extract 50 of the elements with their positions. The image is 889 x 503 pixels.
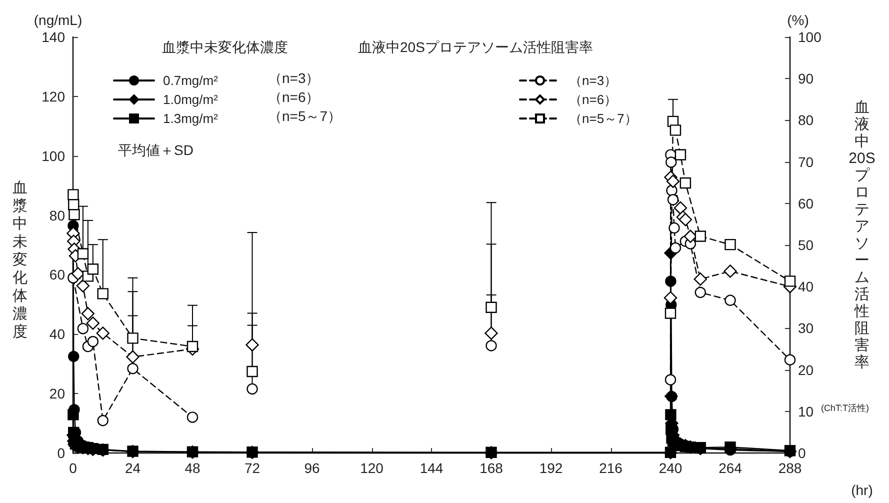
text: (ChT:T活性) bbox=[821, 403, 869, 413]
y-tick-label: 80 bbox=[49, 207, 66, 224]
x-tick-label: 264 bbox=[718, 460, 742, 476]
y-tick-label: 20 bbox=[49, 386, 66, 402]
x-tick-label: 48 bbox=[184, 460, 200, 476]
legend-label: （n=6） bbox=[569, 92, 618, 107]
y2-tick-label: 70 bbox=[798, 154, 814, 170]
x-axis-title: (hr) bbox=[851, 482, 873, 498]
x-tick-label: 192 bbox=[539, 460, 563, 476]
y2-tick-label: 100 bbox=[798, 29, 822, 45]
y2-tick-label: 30 bbox=[798, 320, 814, 336]
x-tick-label: 0 bbox=[69, 460, 78, 476]
text: 血液中20Sプロテアソーム活性阻害率 bbox=[848, 99, 876, 371]
annotation: （n=6） bbox=[268, 89, 320, 105]
y-tick-label: 40 bbox=[49, 326, 66, 342]
x-tick-label: 24 bbox=[124, 460, 141, 476]
legend-label: （n=3） bbox=[569, 73, 618, 88]
y-tick-label: 0 bbox=[57, 445, 66, 461]
y2-tick-label: 80 bbox=[798, 112, 814, 128]
x-tick-label: 288 bbox=[778, 460, 802, 476]
y2-tick-label: 40 bbox=[798, 278, 814, 295]
x-tick-label: 240 bbox=[658, 460, 682, 476]
y2-axis-title: 血液中20Sプロテアソーム活性阻害率 bbox=[358, 39, 593, 55]
y2-tick-label: 50 bbox=[798, 237, 814, 253]
legend-label: 1.0mg/m² bbox=[163, 92, 219, 107]
y2-tick-label: 90 bbox=[798, 70, 814, 87]
y2-tick-label: 0 bbox=[798, 445, 806, 461]
y2-tick-label: 60 bbox=[798, 195, 814, 212]
text: 血漿中未変化体濃度 bbox=[12, 180, 28, 340]
y-axis-title: 血漿中未変化体濃度 bbox=[162, 39, 288, 55]
legend-label: （n=5～7） bbox=[569, 111, 638, 126]
x-tick-label: 72 bbox=[244, 460, 260, 476]
x-tick-label: 168 bbox=[480, 460, 504, 476]
annotation: （n=5～7） bbox=[268, 108, 342, 124]
y-tick-label: 140 bbox=[42, 29, 66, 45]
legend-label: 1.3mg/m² bbox=[163, 111, 219, 126]
annotation: 平均値＋SD bbox=[118, 142, 194, 158]
annotation: （n=3） bbox=[268, 70, 320, 86]
y2-tick-label: 20 bbox=[798, 362, 814, 378]
y-tick-label: 60 bbox=[49, 266, 66, 283]
y2-tick-label: 10 bbox=[798, 403, 814, 420]
x-tick-label: 144 bbox=[420, 460, 444, 476]
x-tick-label: 96 bbox=[304, 460, 320, 476]
y-tick-label: 120 bbox=[42, 88, 66, 104]
text: (%) bbox=[787, 12, 809, 28]
x-tick-label: 216 bbox=[599, 460, 623, 476]
y-tick-label: 100 bbox=[42, 148, 66, 164]
x-tick-label: 120 bbox=[360, 460, 384, 476]
text: (ng/mL) bbox=[34, 12, 82, 28]
legend-label: 0.7mg/m² bbox=[163, 73, 219, 88]
